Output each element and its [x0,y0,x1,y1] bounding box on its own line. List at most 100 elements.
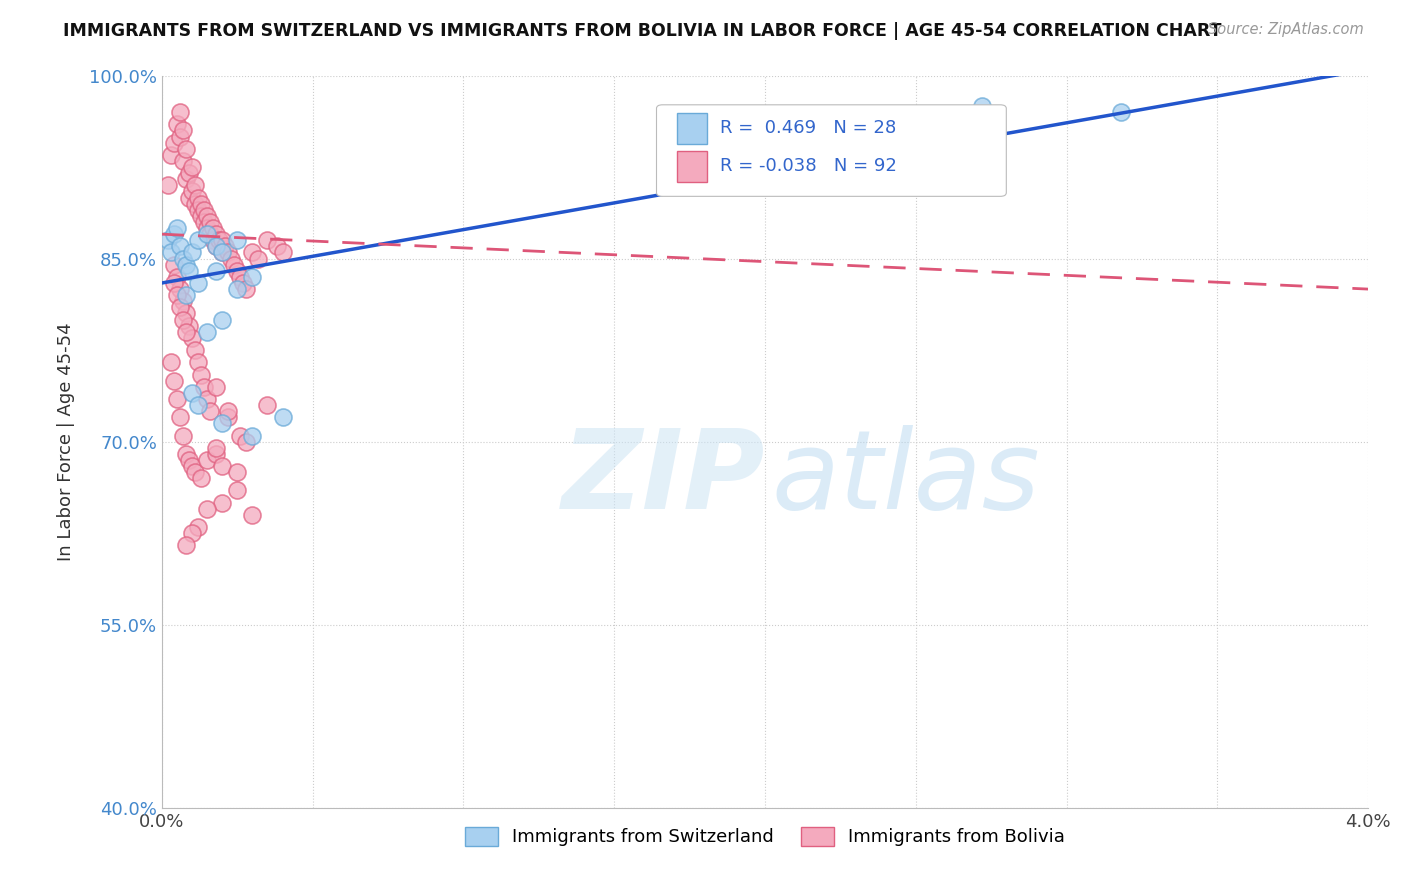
Point [211,245,233,260]
Point [177,453,200,467]
Point [195,227,218,242]
Point [195,392,218,406]
Point [172,123,194,137]
Point [205,239,228,253]
Point [226,264,249,278]
Point [163,258,186,272]
Point [169,282,191,296]
Point [221,252,243,266]
Text: Source: ZipAtlas.com: Source: ZipAtlas.com [1208,22,1364,37]
Bar [678,151,707,182]
Point [166,392,188,406]
Point [202,233,225,247]
Point [211,312,233,326]
Point [205,380,228,394]
Point [229,428,252,442]
Point [217,410,239,425]
Text: R = -0.038   N = 92: R = -0.038 N = 92 [720,157,897,176]
Point [224,258,246,272]
Point [187,520,209,534]
Legend: Immigrants from Switzerland, Immigrants from Bolivia: Immigrants from Switzerland, Immigrants … [458,820,1073,854]
Point [174,142,197,156]
Point [184,196,207,211]
Point [205,447,228,461]
Point [181,185,204,199]
Point [181,458,204,473]
Point [226,483,249,498]
Point [181,331,204,345]
Point [172,294,194,309]
Point [163,136,186,150]
Point [174,447,197,461]
Point [187,398,209,412]
Point [195,221,218,235]
Point [1109,105,1132,120]
Point [181,526,204,541]
Point [271,410,294,425]
Point [172,428,194,442]
Point [972,99,994,113]
Point [177,264,200,278]
Point [217,245,239,260]
Point [211,458,233,473]
Point [169,105,191,120]
Point [211,233,233,247]
Point [172,252,194,266]
Point [166,221,188,235]
Point [174,172,197,186]
Point [211,496,233,510]
Point [184,343,207,357]
Point [156,178,179,193]
Point [190,209,212,223]
Point [195,453,218,467]
Point [174,258,197,272]
Point [229,269,252,284]
Point [235,282,257,296]
Point [205,239,228,253]
Point [202,221,225,235]
Point [187,190,209,204]
Point [211,245,233,260]
Point [187,202,209,217]
Point [198,215,221,229]
Point [195,325,218,339]
Point [181,385,204,400]
Point [242,428,264,442]
Point [181,160,204,174]
Point [198,404,221,418]
Point [174,288,197,302]
Point [205,227,228,242]
Point [247,252,270,266]
Point [181,245,204,260]
Point [271,245,294,260]
Y-axis label: In Labor Force | Age 45-54: In Labor Force | Age 45-54 [58,322,75,561]
Point [187,355,209,369]
Point [256,398,278,412]
Point [172,153,194,168]
Point [235,434,257,449]
Point [174,325,197,339]
Point [169,301,191,315]
Bar [678,113,707,144]
Point [217,404,239,418]
Point [177,190,200,204]
Point [184,178,207,193]
Point [208,233,231,247]
Point [193,202,215,217]
FancyBboxPatch shape [657,104,1007,196]
Point [190,471,212,485]
Text: ZIP: ZIP [561,425,765,532]
Point [184,465,207,479]
Text: IMMIGRANTS FROM SWITZERLAND VS IMMIGRANTS FROM BOLIVIA IN LABOR FORCE | AGE 45-5: IMMIGRANTS FROM SWITZERLAND VS IMMIGRANT… [63,22,1222,40]
Point [187,233,209,247]
Point [242,269,264,284]
Point [166,269,188,284]
Point [211,417,233,431]
Point [214,239,236,253]
Point [177,318,200,333]
Point [160,355,183,369]
Point [174,306,197,320]
Point [163,276,186,290]
Point [166,288,188,302]
Point [166,117,188,131]
